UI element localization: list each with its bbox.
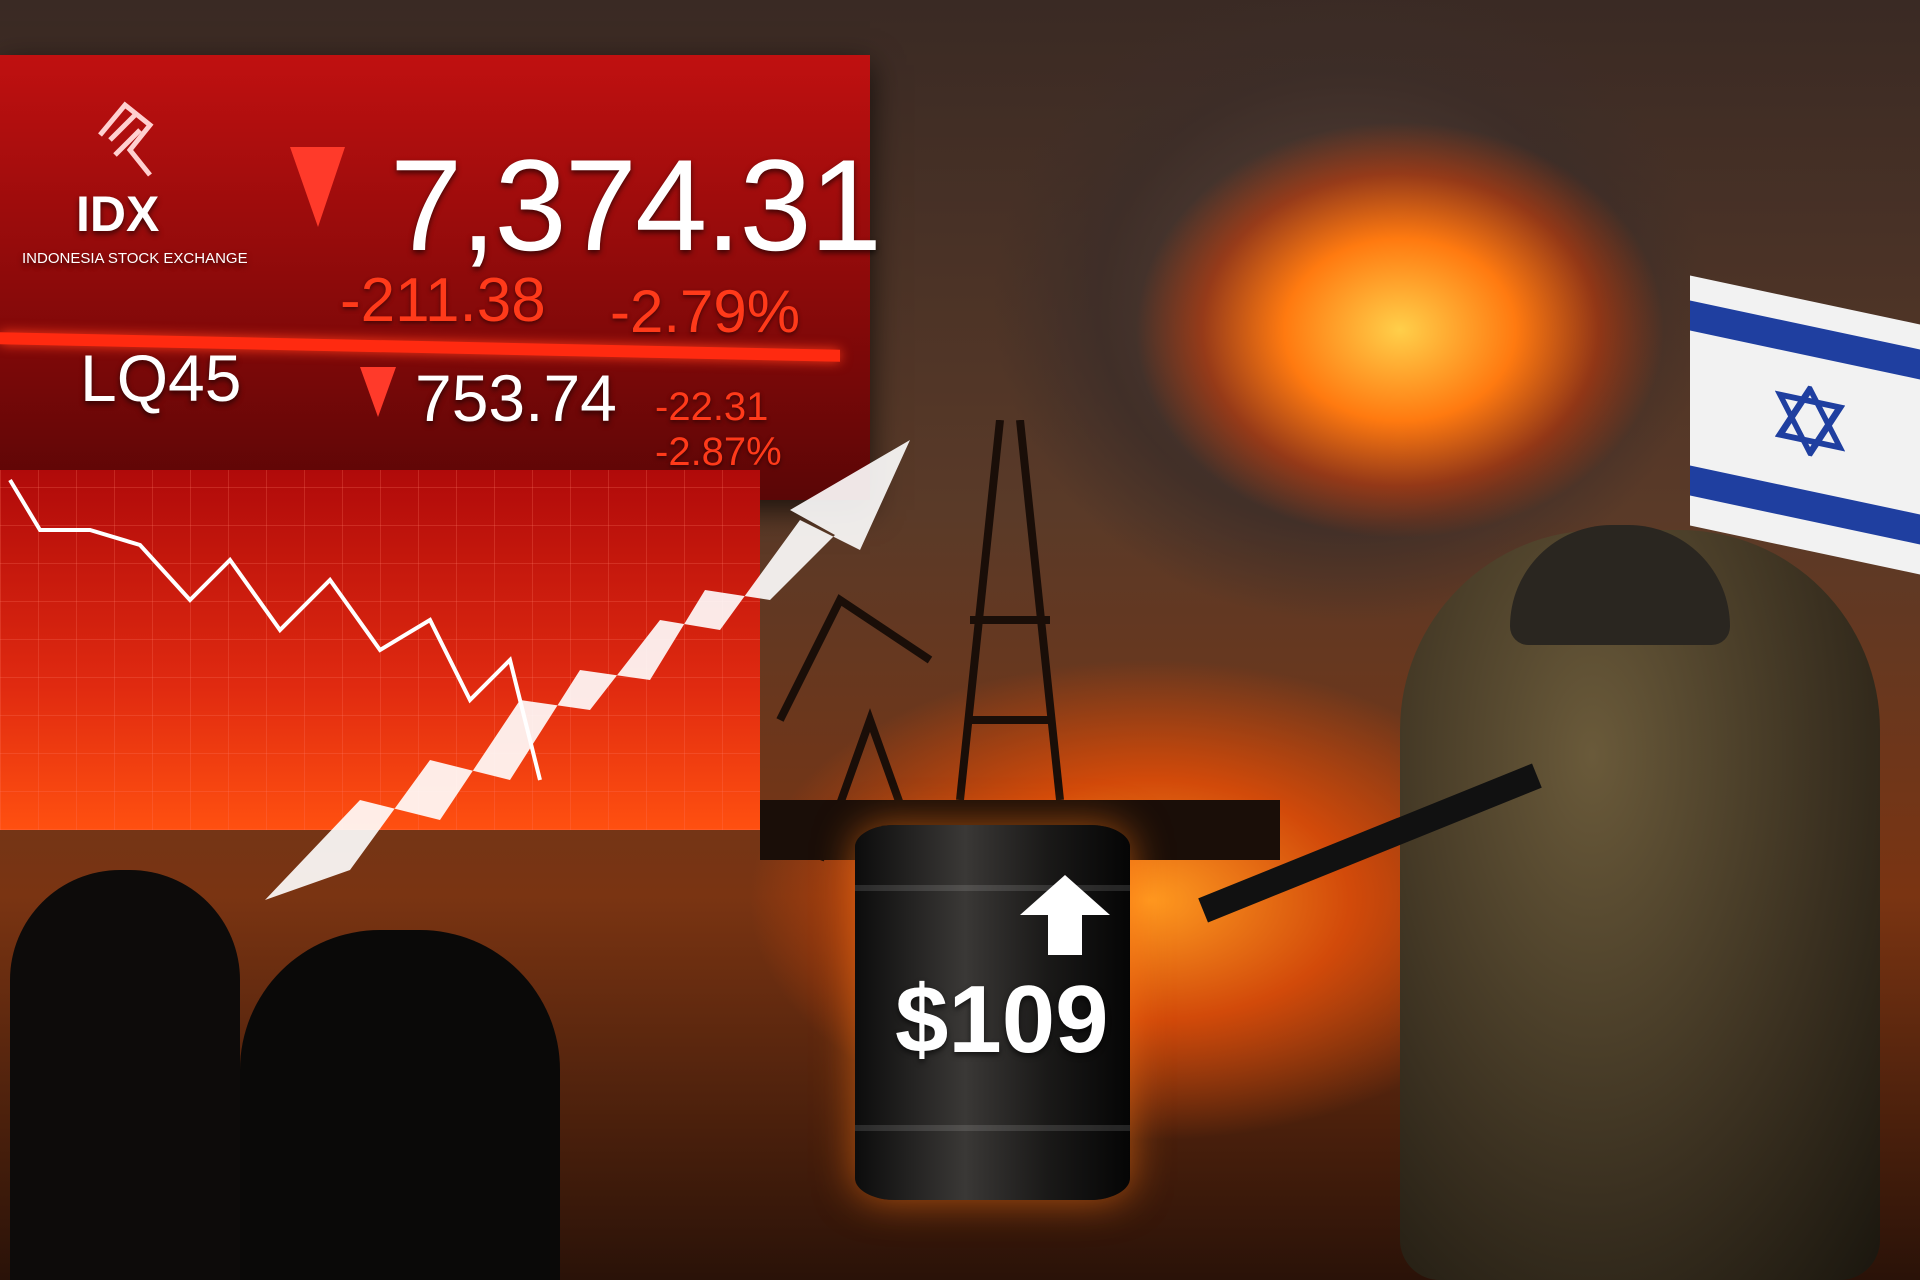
composite-change-pct: -2.79% xyxy=(610,278,801,345)
composite-change: -211.38 xyxy=(340,266,546,335)
lq45-change: -22.31 xyxy=(655,385,769,429)
barrel-rib xyxy=(855,885,1130,891)
rising-arrow xyxy=(265,440,910,900)
lq45-change-pct: -2.87% xyxy=(655,430,782,474)
lq45-value: 753.74 xyxy=(415,361,617,435)
lq45-label: LQ45 xyxy=(80,341,242,415)
soldier-silhouette xyxy=(1400,530,1880,1280)
oil-rig-silhouette xyxy=(760,420,1280,862)
exchange-name: INDONESIA STOCK EXCHANGE xyxy=(22,250,248,267)
star-of-david-icon xyxy=(1775,383,1845,460)
composite-value: 7,374.31 xyxy=(390,132,882,278)
barrel-rib xyxy=(855,1125,1130,1131)
idx-logo-text: IDX xyxy=(76,186,160,242)
falling-line xyxy=(8,478,542,781)
down-triangle-icon xyxy=(360,367,396,417)
trader-silhouette xyxy=(10,870,240,1280)
idx-logo-icon xyxy=(98,101,154,177)
down-triangle-icon xyxy=(290,147,345,227)
oil-barrel: $109 xyxy=(855,825,1130,1200)
stock-ticker-panel: IDX INDONESIA STOCK EXCHANGE 7,374.31 -2… xyxy=(0,55,882,500)
oil-price: $109 xyxy=(895,966,1109,1073)
up-arrow-icon xyxy=(1020,875,1110,955)
israeli-flag xyxy=(1690,275,1920,575)
trader-silhouette xyxy=(240,930,560,1280)
